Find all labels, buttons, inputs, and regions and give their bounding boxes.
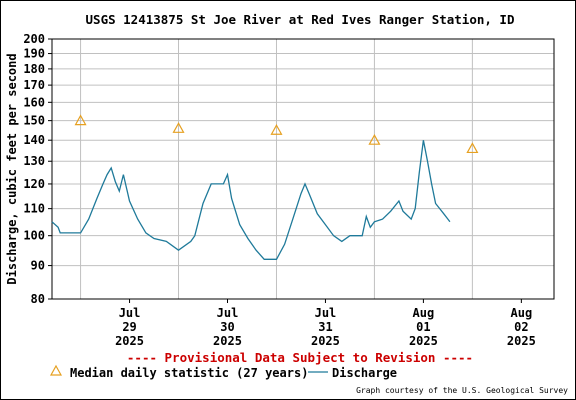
- x-tick-label-day: 31: [318, 320, 332, 334]
- median-marker: [74, 114, 87, 126]
- y-tick-label: 110: [23, 202, 45, 216]
- legend-discharge-label: Discharge: [332, 366, 397, 380]
- credit-line: Graph courtesy of the U.S. Geological Su…: [356, 386, 568, 395]
- y-axis-label: Discharge, cubic feet per second: [5, 53, 19, 284]
- x-tick-label-month: Aug: [511, 306, 533, 320]
- median-marker: [172, 122, 185, 133]
- legend-median-label: Median daily statistic (27 years): [70, 366, 308, 380]
- y-tick-label: 200: [23, 32, 45, 46]
- x-tick-label-day: 29: [122, 320, 136, 334]
- y-tick-label: 180: [23, 62, 45, 76]
- y-tick-label: 150: [23, 114, 45, 128]
- y-tick-label: 120: [23, 177, 45, 191]
- y-tick-label: 140: [23, 133, 45, 147]
- x-tick-label-month: Jul: [119, 306, 141, 320]
- x-tick-label-year: 2025: [115, 334, 144, 348]
- median-markers: [74, 114, 479, 154]
- x-tick-label-month: Jul: [217, 306, 239, 320]
- y-tick-label: 80: [31, 292, 45, 306]
- y-tick-label: 100: [23, 229, 45, 243]
- x-tick-label-month: Aug: [413, 306, 435, 320]
- y-tick-label: 90: [31, 259, 45, 273]
- y-tick-label: 170: [23, 78, 45, 92]
- chart-title: USGS 12413875 St Joe River at Red Ives R…: [86, 12, 515, 27]
- x-tick-label-month: Jul: [315, 306, 337, 320]
- x-tick-label-year: 2025: [311, 334, 340, 348]
- x-tick-label-year: 2025: [507, 334, 536, 348]
- median-marker: [368, 133, 381, 145]
- median-marker: [466, 142, 479, 154]
- y-tick-label: 160: [23, 95, 45, 109]
- median-marker: [270, 124, 283, 135]
- provisional-notice: ---- Provisional Data Subject to Revisio…: [127, 350, 473, 365]
- x-tick-label-day: 30: [220, 320, 234, 334]
- y-tick-label: 190: [23, 47, 45, 61]
- legend: Median daily statistic (27 years) Discha…: [49, 364, 397, 380]
- x-tick-label-year: 2025: [213, 334, 242, 348]
- discharge-series-line: [51, 140, 451, 260]
- x-tick-label-day: 01: [416, 320, 430, 334]
- x-axis: Jul292025Jul302025Jul312025Aug012025Aug0…: [115, 299, 536, 348]
- x-tick-label-year: 2025: [409, 334, 438, 348]
- legend-median-marker: [49, 364, 63, 376]
- grid-lines: [52, 38, 554, 300]
- x-tick-label-day: 02: [514, 320, 528, 334]
- y-tick-label: 130: [23, 154, 45, 168]
- plot-area-border: [51, 38, 555, 300]
